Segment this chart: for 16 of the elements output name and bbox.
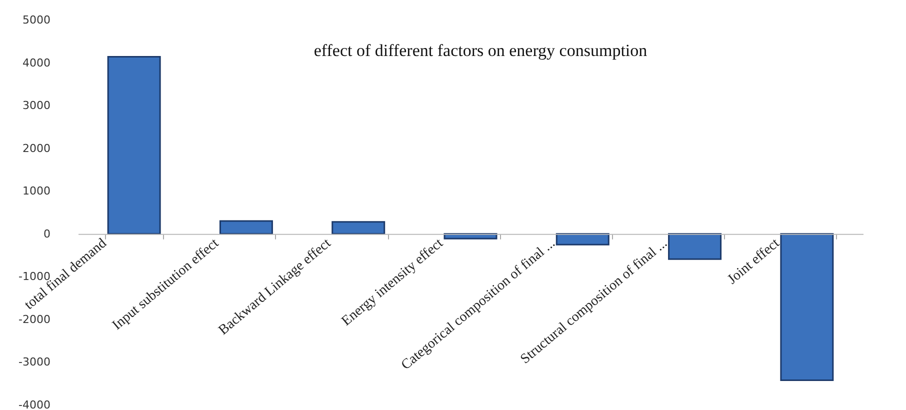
y-tick-label: -3000 [18, 356, 50, 369]
y-tick-label: 0 [44, 227, 50, 240]
bar [780, 233, 834, 381]
y-tick-label: 5000 [22, 14, 50, 26]
y-tick-label: -2000 [18, 312, 50, 326]
text: effect of different factors on energy consumption [314, 41, 648, 60]
bar [332, 221, 386, 235]
y-tick-label: 4000 [22, 56, 50, 70]
bar [107, 56, 161, 235]
bar [219, 220, 273, 235]
y-tick-label: 3000 [22, 99, 50, 112]
y-tick-label: 1000 [22, 184, 50, 198]
y-tick-label: 2000 [22, 142, 50, 155]
y-tick-label: -4000 [18, 398, 50, 410]
bar [668, 233, 722, 260]
bar [556, 233, 610, 246]
